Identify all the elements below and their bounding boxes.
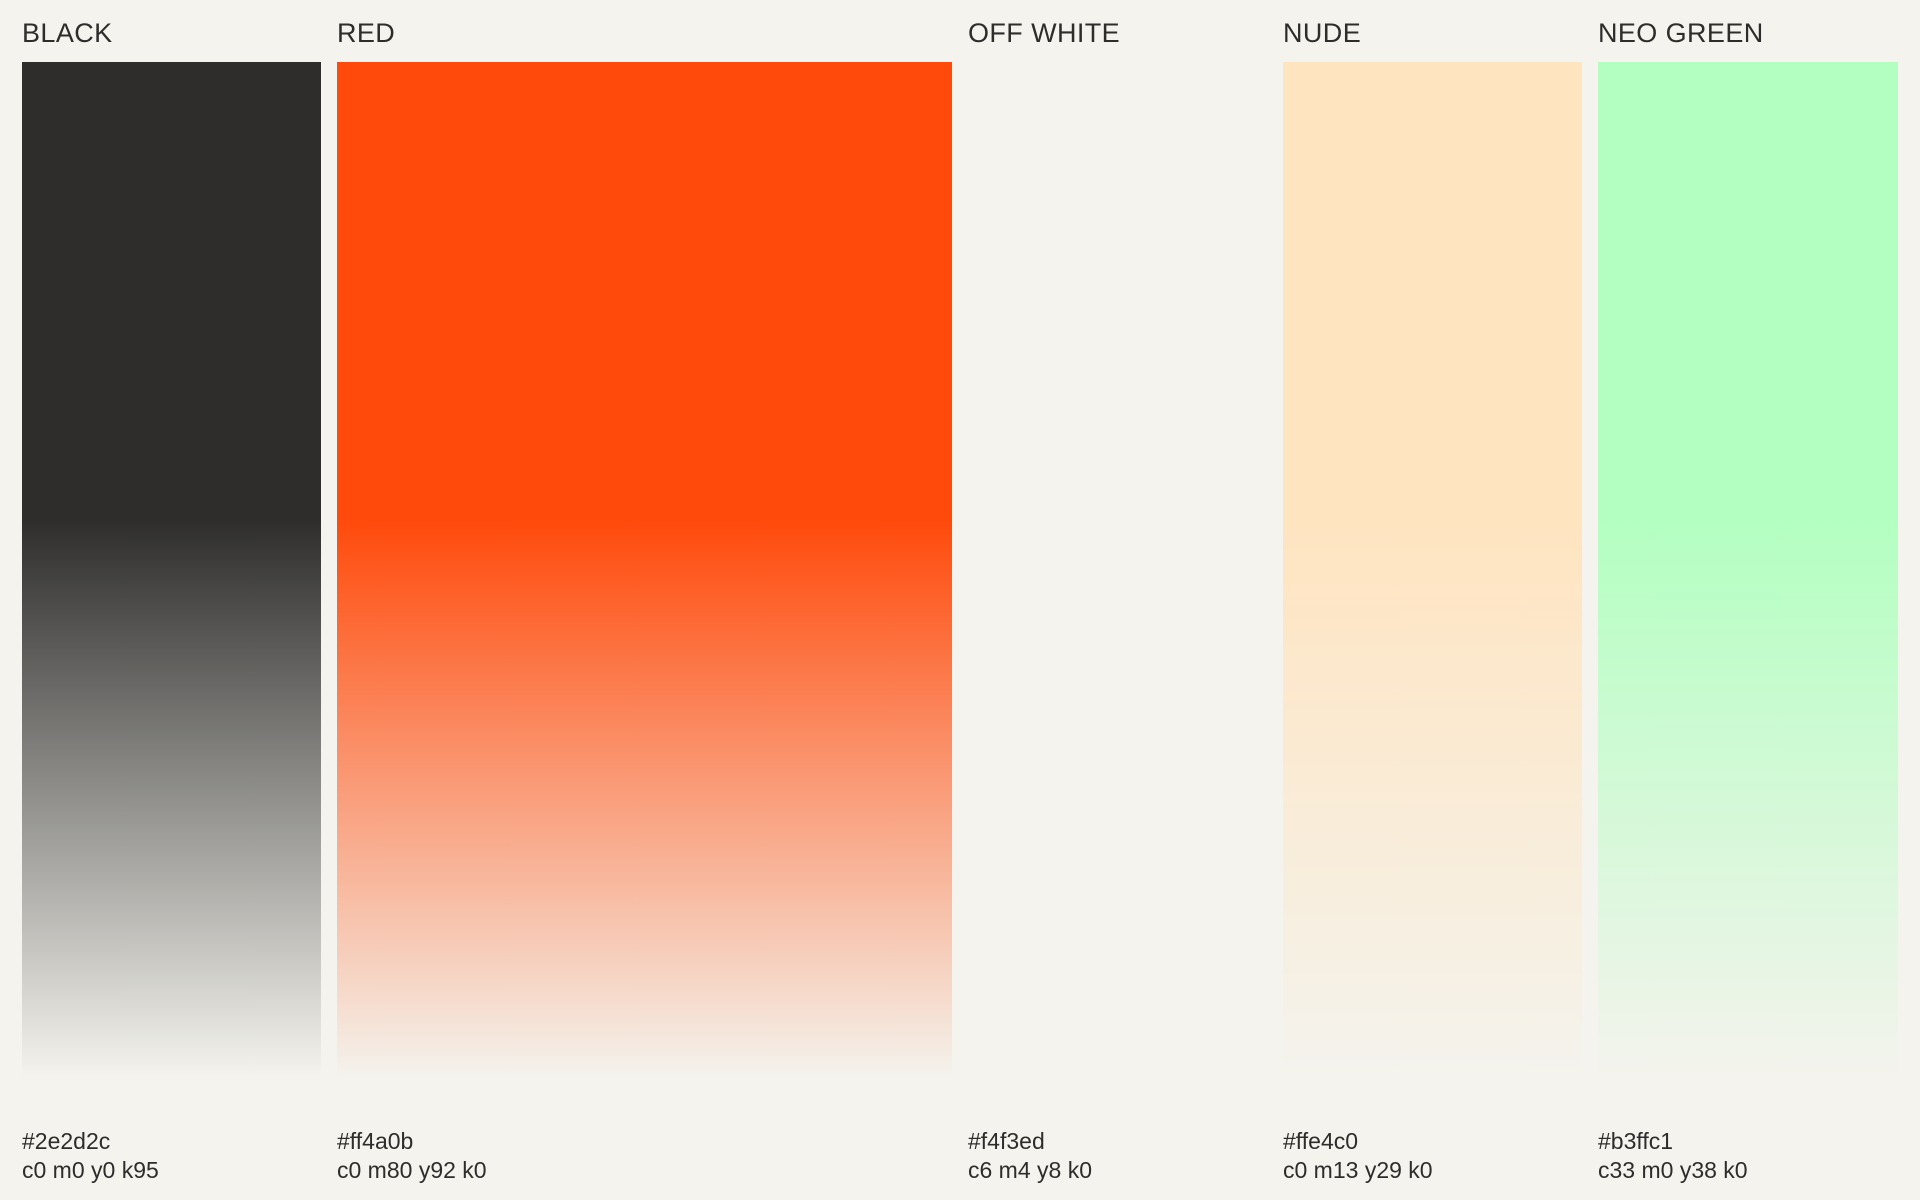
swatch-name: NEO GREEN (1598, 18, 1764, 48)
swatch-gradient-bar (968, 62, 1267, 1077)
color-palette: BLACK #2e2d2c c0 m0 y0 k95 RED #ff4a0b c… (22, 0, 1898, 1200)
swatch-hex-value: #b3ffc1 (1598, 1128, 1674, 1154)
swatch-hex-value: #ff4a0b (337, 1128, 414, 1154)
swatch-name: NUDE (1283, 18, 1362, 48)
swatch-hex-value: #2e2d2c (22, 1128, 111, 1154)
swatch-cmyk-value: c6 m4 y8 k0 (968, 1157, 1092, 1183)
swatch-name: BLACK (22, 18, 113, 48)
swatch-gradient-bar (22, 62, 321, 1077)
swatch-name: OFF WHITE (968, 18, 1121, 48)
swatch-cmyk-value: c0 m13 y29 k0 (1283, 1157, 1433, 1183)
swatch-hex-value: #f4f3ed (968, 1128, 1045, 1154)
swatch-red: RED #ff4a0b c0 m80 y92 k0 (337, 0, 952, 1200)
swatch-gradient-bar (1598, 62, 1898, 1077)
swatch-cmyk-value: c0 m0 y0 k95 (22, 1157, 159, 1183)
swatch-hex-value: #ffe4c0 (1283, 1128, 1359, 1154)
swatch-name: RED (337, 18, 396, 48)
swatch-gradient-bar (1283, 62, 1582, 1077)
swatch-gradient-bar (337, 62, 952, 1077)
swatch-off-white: OFF WHITE #f4f3ed c6 m4 y8 k0 (968, 0, 1267, 1200)
swatch-cmyk-value: c0 m80 y92 k0 (337, 1157, 487, 1183)
swatch-neo-green: NEO GREEN #b3ffc1 c33 m0 y38 k0 (1598, 0, 1898, 1200)
swatch-black: BLACK #2e2d2c c0 m0 y0 k95 (22, 0, 321, 1200)
swatch-nude: NUDE #ffe4c0 c0 m13 y29 k0 (1283, 0, 1582, 1200)
swatch-cmyk-value: c33 m0 y38 k0 (1598, 1157, 1748, 1183)
